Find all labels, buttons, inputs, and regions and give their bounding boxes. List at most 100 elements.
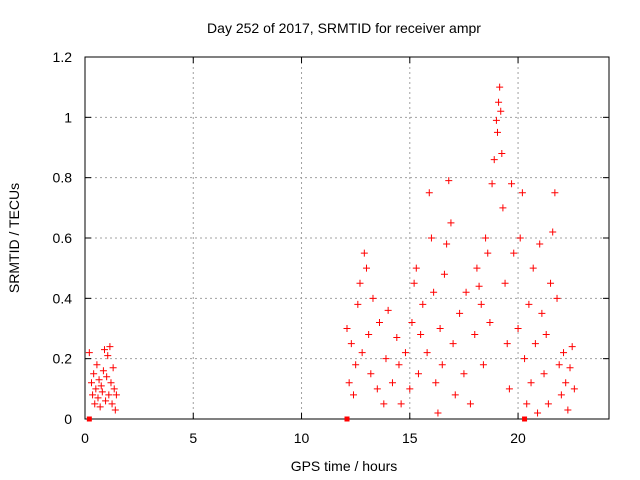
data-point: [401, 349, 409, 357]
data-point: [91, 400, 99, 408]
data-point: [94, 394, 102, 402]
data-point: [99, 367, 107, 375]
data-point: [497, 107, 505, 115]
data-point: [96, 403, 104, 411]
data-point: [449, 340, 457, 348]
data-point: [107, 379, 115, 387]
data-point: [471, 331, 479, 339]
data-point: [477, 300, 485, 308]
x-tick-label: 0: [81, 430, 89, 446]
y-tick-label: 0.8: [53, 170, 73, 186]
x-axis-title: GPS time / hours: [291, 458, 398, 474]
data-point: [508, 180, 516, 188]
data-point: [503, 340, 511, 348]
data-point: [356, 279, 364, 287]
data-point: [347, 340, 355, 348]
data-point: [456, 309, 464, 317]
data-point: [106, 343, 114, 351]
data-point: [542, 331, 550, 339]
data-point: [427, 234, 435, 242]
data-point: [466, 400, 474, 408]
data-point: [521, 355, 529, 363]
data-point: [358, 349, 366, 357]
data-point: [425, 189, 433, 197]
y-tick-label: 0.6: [53, 230, 73, 246]
data-point: [505, 385, 513, 393]
data-point: [369, 294, 377, 302]
data-point: [93, 361, 101, 369]
data-point: [90, 370, 98, 378]
data-point: [423, 349, 431, 357]
data-point: [108, 400, 116, 408]
data-point: [447, 219, 455, 227]
data-point: [549, 228, 557, 236]
data-point: [570, 385, 578, 393]
y-tick-label: 0: [64, 411, 72, 427]
data-point: [538, 309, 546, 317]
data-point: [87, 379, 95, 387]
data-point: [438, 361, 446, 369]
x-axis-tick-labels: 0 5 10 15 20: [81, 430, 526, 446]
data-point: [501, 279, 509, 287]
data-point: [518, 189, 526, 197]
data-point: [100, 346, 108, 354]
data-point: [531, 340, 539, 348]
data-point: [414, 370, 422, 378]
data-point: [529, 264, 537, 272]
data-point: [486, 318, 494, 326]
data-point: [395, 361, 403, 369]
data-point: [417, 331, 425, 339]
data-point: [103, 373, 111, 381]
data-point: [111, 406, 119, 414]
data-point: [434, 409, 442, 417]
data-point: [436, 325, 444, 332]
data-point: [451, 391, 459, 399]
grid-lines: [85, 57, 609, 419]
data-point: [445, 177, 453, 185]
data-point: [104, 352, 112, 360]
data-point: [92, 385, 100, 393]
data-point: [354, 300, 362, 308]
data-point: [419, 300, 427, 308]
data-point: [384, 306, 392, 314]
data-point: [495, 98, 503, 106]
data-point: [345, 379, 353, 387]
data-point: [490, 156, 498, 164]
data-point: [397, 400, 405, 408]
data-point: [499, 204, 507, 212]
data-point: [406, 385, 414, 393]
data-point: [367, 370, 375, 378]
data-point: [98, 388, 106, 396]
data-point: [362, 264, 370, 272]
data-point: [410, 279, 418, 287]
data-point: [85, 349, 93, 357]
data-point: [514, 325, 522, 332]
data-point: [360, 249, 368, 257]
data-point: [373, 385, 381, 393]
data-point: [564, 406, 572, 414]
data-point: [475, 282, 483, 290]
data-point: [109, 364, 117, 372]
data-point: [460, 370, 468, 378]
data-point: [544, 400, 552, 408]
data-point: [492, 116, 500, 124]
data-point: [484, 249, 492, 257]
data-point: [553, 294, 561, 302]
data-point: [382, 355, 390, 363]
data-point: [536, 240, 544, 248]
data-point: [498, 150, 506, 158]
data-point: [375, 318, 383, 326]
data-point: [352, 361, 360, 369]
x-tick-label: 5: [189, 430, 197, 446]
data-point: [110, 385, 118, 393]
data-point: [523, 400, 531, 408]
data-point: [349, 391, 357, 399]
chart-title: Day 252 of 2017, SRMTID for receiver amp…: [207, 20, 481, 36]
data-point: [557, 391, 565, 399]
data-point: [97, 382, 105, 390]
data-point: [555, 361, 563, 369]
data-point: [443, 240, 451, 248]
data-point: [365, 331, 373, 339]
y-tick-label: 0.4: [53, 290, 73, 306]
